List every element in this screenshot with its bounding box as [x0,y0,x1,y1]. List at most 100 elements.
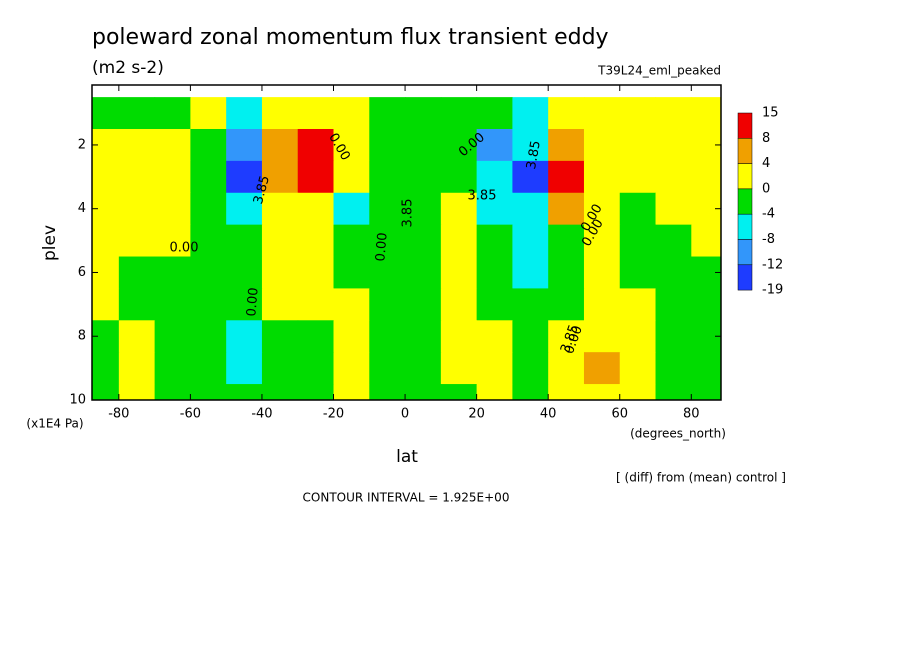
cell [118,352,156,385]
cell [691,288,721,321]
cell [440,97,478,130]
x-axis-label: lat [396,447,418,467]
cell [619,256,657,289]
cell [512,192,549,226]
x-tick-label: -20 [323,407,344,422]
cell [691,224,721,258]
cell [154,352,191,385]
cell [619,97,657,130]
x-unit: (degrees_north) [630,427,726,441]
cell [691,352,721,385]
cell [655,320,692,353]
cell [190,320,227,353]
cell [369,192,406,226]
cell [297,128,335,162]
cell [583,256,621,289]
cell [154,384,191,400]
cell [190,352,227,385]
cell [369,160,406,194]
cell [226,384,263,400]
cell [405,160,442,194]
cell [548,128,585,162]
cell [655,352,692,385]
cell [583,97,621,130]
cell [405,352,442,385]
cell [369,352,406,385]
cell [333,320,370,353]
cell [619,352,657,385]
note: [ (diff) from (mean) control ] [616,471,786,485]
cell [548,160,585,194]
cell [440,192,478,226]
cell [154,160,191,194]
y-tick-label: 8 [78,329,86,344]
cell [476,97,513,130]
cell [369,256,406,289]
cell [261,320,299,353]
cell [369,128,406,162]
cell [190,288,227,321]
cell [548,352,585,385]
y-axis-label: plev [40,225,60,261]
cell [92,224,120,258]
run-name: T39L24_eml_peaked [597,64,721,78]
cell [655,128,692,162]
cell [619,224,657,258]
cell [476,288,513,321]
cell [548,288,585,321]
cell [261,384,299,400]
cell [655,384,692,400]
cell [691,97,721,130]
cell [655,160,692,194]
cell [440,256,478,289]
cell [333,352,370,385]
colorbar-label: -19 [762,283,783,298]
cell [619,160,657,194]
colorbar-label: 8 [762,131,770,146]
cell [226,128,263,162]
cell [691,384,721,400]
cell [691,320,721,353]
cell [405,320,442,353]
contour-label: 3.85 [401,199,416,228]
cell [190,160,227,194]
cell [619,192,657,226]
x-tick-label: 40 [540,407,557,422]
cell [476,256,513,289]
cell [655,288,692,321]
cell [118,224,156,258]
field [92,97,721,400]
cell [512,128,549,162]
cell [154,256,191,289]
y-tick-label: 4 [78,201,86,216]
colorbar-label: 4 [762,156,770,171]
x-tick-label: -60 [180,407,201,422]
cell [226,224,263,258]
colorbar-label: -8 [762,232,775,247]
cell [261,288,299,321]
cell [476,320,513,353]
x-tick-label: 60 [611,407,628,422]
cell [655,97,692,130]
colorbar-label: -4 [762,207,775,222]
cell [655,192,692,226]
cell [190,97,227,130]
cell [619,320,657,353]
cell [190,384,227,400]
cell [512,352,549,385]
cell [619,288,657,321]
cell [297,384,335,400]
cell [405,192,442,226]
cell [261,352,299,385]
cell [476,352,513,385]
cell [226,160,263,194]
cell [261,128,299,162]
cell [297,352,335,385]
chart-title: poleward zonal momentum flux transient e… [92,25,609,50]
cell [583,160,621,194]
cell [333,224,370,258]
cell [476,384,513,400]
colorbar-label: 0 [762,181,770,196]
cell [440,128,478,162]
cell [512,320,549,353]
